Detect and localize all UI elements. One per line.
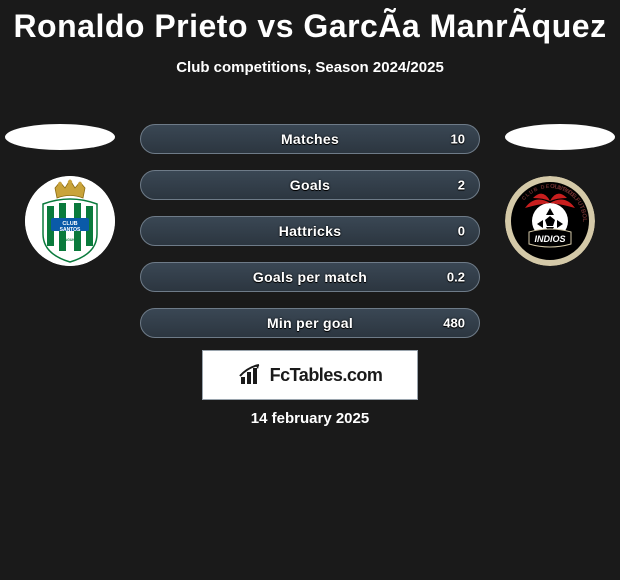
stat-row-goals: Goals 2 <box>140 170 480 200</box>
stat-right-value: 2 <box>458 178 465 193</box>
stat-label: Hattricks <box>279 223 342 239</box>
page-title: Ronaldo Prieto vs GarcÃa ManrÃquez <box>0 0 620 45</box>
indios-icon: CLUB DE FUTBOL CLUB DE FUTBOL INDIOS <box>505 176 595 266</box>
stat-label: Matches <box>281 131 339 147</box>
stat-label: Goals per match <box>253 269 367 285</box>
page-subtitle: Club competitions, Season 2024/2025 <box>0 59 620 76</box>
stat-right-value: 0.2 <box>447 270 465 285</box>
stat-row-min-per-goal: Min per goal 480 <box>140 308 480 338</box>
stat-right-value: 10 <box>451 132 465 147</box>
footer-date: 14 february 2025 <box>0 410 620 427</box>
stat-right-value: 480 <box>443 316 465 331</box>
stat-row-goals-per-match: Goals per match 0.2 <box>140 262 480 292</box>
brand-name: FcTables.com <box>270 365 383 386</box>
santos-laguna-icon: CLUB SANTOS LAGUNA <box>25 176 115 266</box>
stats-container: Matches 10 Goals 2 Hattricks 0 Goals per… <box>140 124 480 354</box>
player-right-ellipse <box>505 124 615 150</box>
brand-box[interactable]: FcTables.com <box>202 350 418 400</box>
club-badge-right: CLUB DE FUTBOL CLUB DE FUTBOL INDIOS <box>505 176 595 266</box>
club-badge-left: CLUB SANTOS LAGUNA <box>25 176 115 266</box>
player-left-ellipse <box>5 124 115 150</box>
bar-chart-icon <box>238 362 264 388</box>
stat-row-matches: Matches 10 <box>140 124 480 154</box>
svg-text:LAGUNA: LAGUNA <box>63 238 78 242</box>
svg-text:SANTOS: SANTOS <box>60 227 81 233</box>
svg-text:INDIOS: INDIOS <box>534 234 565 244</box>
stat-label: Min per goal <box>267 315 353 331</box>
stat-right-value: 0 <box>458 224 465 239</box>
stat-row-hattricks: Hattricks 0 <box>140 216 480 246</box>
stat-label: Goals <box>290 177 330 193</box>
